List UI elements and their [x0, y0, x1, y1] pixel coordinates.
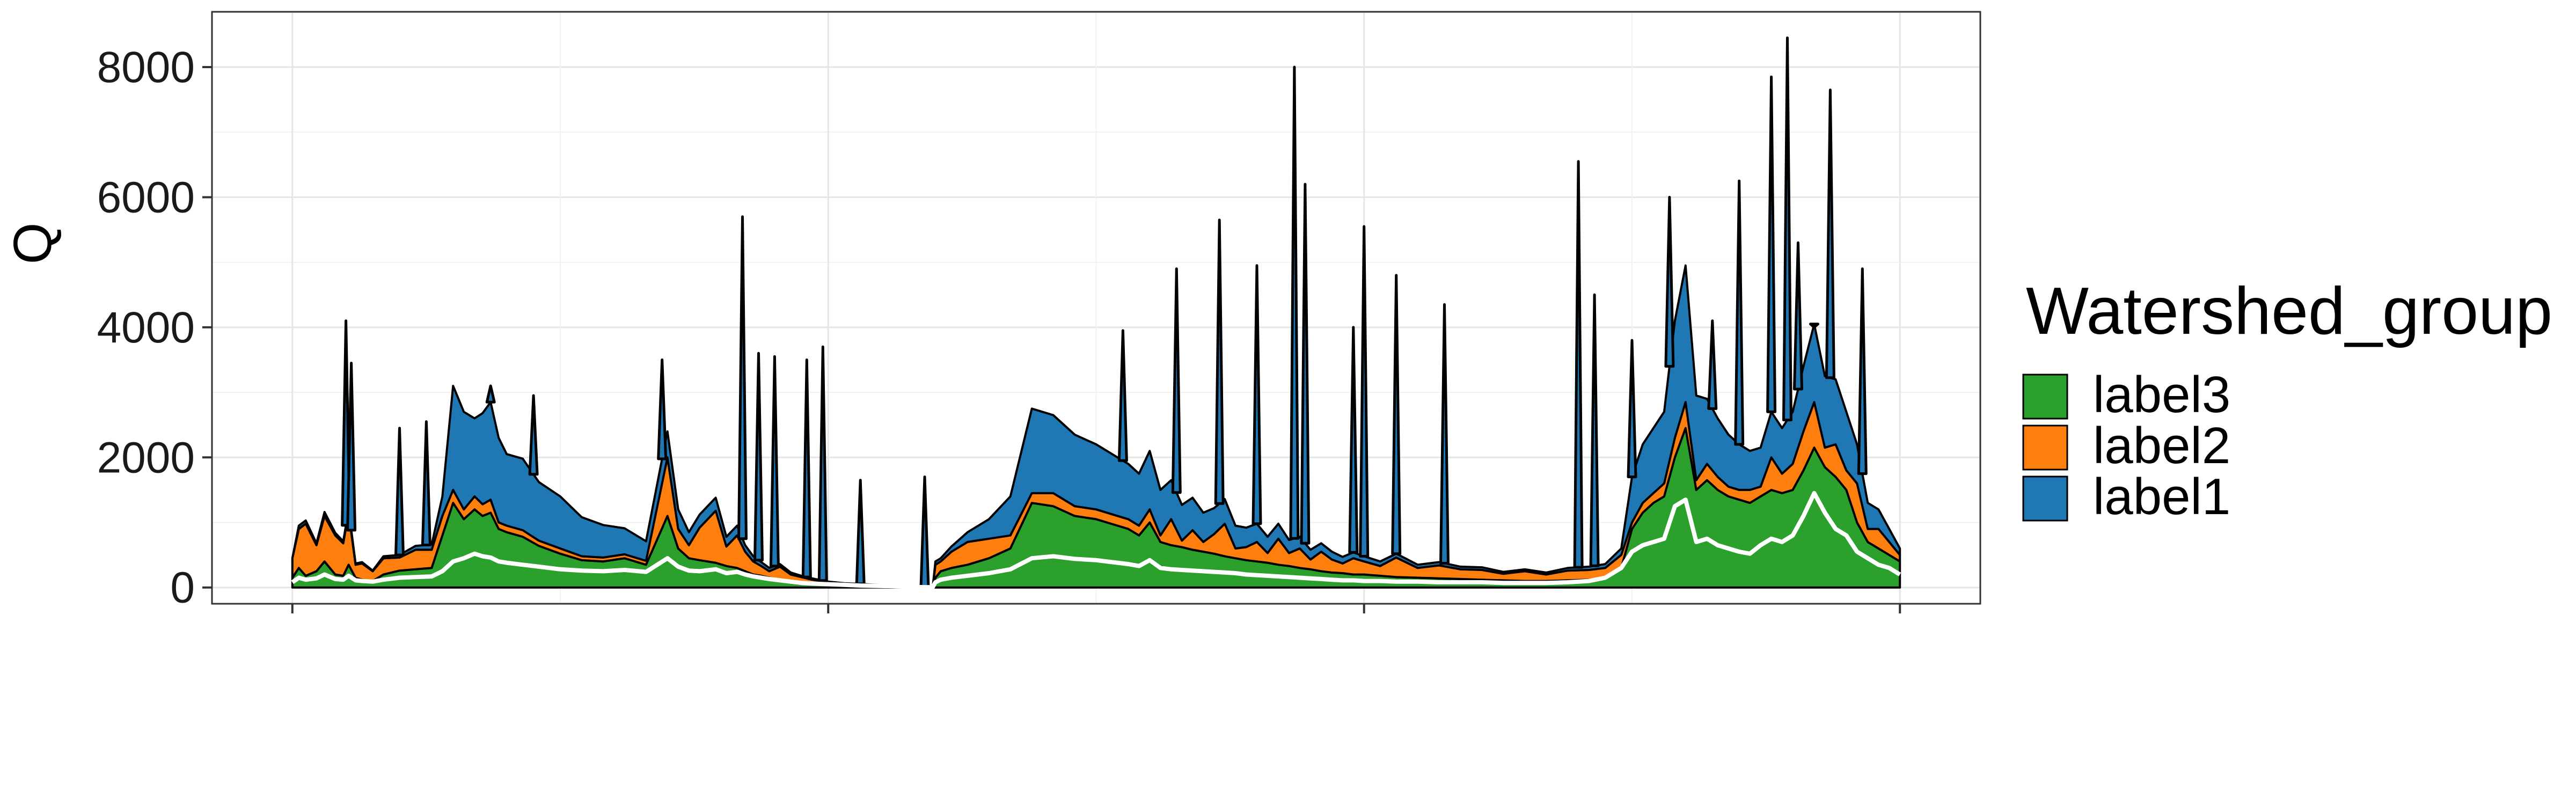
spike-peak	[1359, 225, 1370, 558]
spike-peak	[1348, 326, 1359, 554]
legend-label-label2: label2	[2093, 417, 2230, 474]
spike-peak	[1825, 89, 1835, 379]
legend-swatch-label1	[2022, 475, 2068, 522]
spike-peak	[1589, 293, 1600, 567]
spike-peak	[753, 352, 764, 562]
legend-title: Watershed_group	[2026, 274, 2552, 348]
spike-peak	[1300, 182, 1311, 545]
spike-peak	[346, 362, 357, 532]
spike-peak	[1289, 65, 1300, 540]
spike-peak	[485, 384, 496, 404]
spike-peak	[769, 355, 780, 568]
spike-peak	[1809, 323, 1819, 329]
reference-line	[291, 491, 1901, 590]
spike-peak	[1664, 195, 1675, 368]
reference-line-group	[291, 491, 1901, 590]
spike-peak	[528, 394, 539, 476]
spike-peak	[657, 358, 668, 460]
spike-peak	[1573, 160, 1584, 569]
y-tick-label: 2000	[97, 433, 195, 482]
y-tick-label: 6000	[97, 173, 195, 222]
spike-peak	[1857, 267, 1868, 475]
spike-peak	[1391, 274, 1402, 555]
spike-peak	[817, 345, 828, 582]
spike-peak	[1627, 339, 1637, 479]
legend-label-label1: label1	[2093, 468, 2230, 525]
spike-peak	[1214, 218, 1225, 505]
spike-peak	[1439, 303, 1450, 565]
spike-peak	[421, 420, 431, 546]
y-tick-label: 4000	[97, 303, 195, 352]
legend-swatch-label2	[2022, 425, 2068, 471]
spike-peak	[394, 427, 405, 557]
spike-peak	[1252, 264, 1262, 525]
legend-swatch-label3	[2022, 374, 2068, 420]
spike-peak	[1793, 241, 1803, 391]
spike-peak	[737, 215, 748, 540]
legend-label-label3: label3	[2093, 366, 2230, 423]
spike-peak	[801, 358, 812, 579]
panel-border	[211, 11, 1981, 605]
spike-peak	[1766, 75, 1777, 413]
spike-peak	[1117, 329, 1128, 462]
spike-peak	[1782, 36, 1792, 422]
spike-peak	[1171, 267, 1182, 494]
y-tick-label: 8000	[97, 43, 195, 92]
axes: 0 2000 4000 6000 8000	[97, 43, 1901, 613]
spike-peak	[1707, 319, 1718, 410]
area-label1	[291, 264, 1901, 589]
spike-lines-group	[341, 36, 1868, 589]
y-axis-title: Q	[3, 223, 63, 265]
spike-peak	[1734, 179, 1745, 446]
y-tick-label: 0	[170, 564, 195, 612]
